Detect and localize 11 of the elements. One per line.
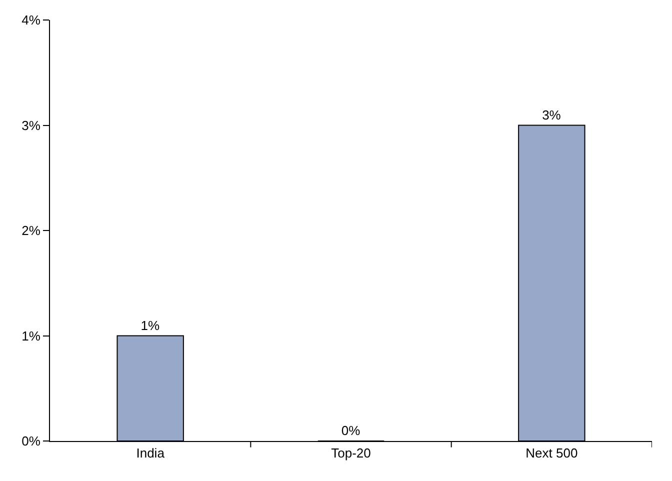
y-tick-label: 2% <box>22 223 41 238</box>
y-tick-label: 1% <box>22 328 41 344</box>
x-tick-label: India <box>136 446 166 461</box>
y-tick-label: 3% <box>22 118 41 133</box>
data-label: 1% <box>140 318 160 333</box>
data-label: 3% <box>542 107 562 122</box>
x-tick-label: Next 500 <box>526 446 578 461</box>
x-tick-label: Top-20 <box>331 446 371 461</box>
data-label: 0% <box>341 423 361 438</box>
y-tick-label: 0% <box>22 434 41 449</box>
y-tick-label: 4% <box>22 12 41 28</box>
